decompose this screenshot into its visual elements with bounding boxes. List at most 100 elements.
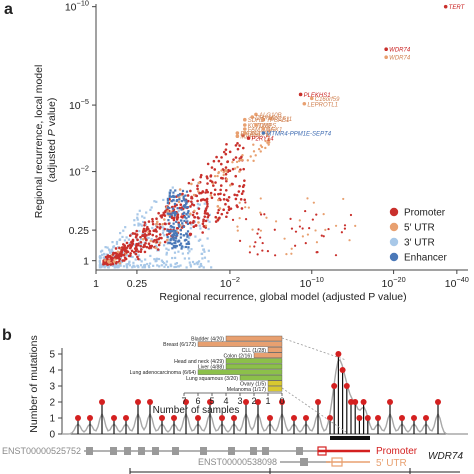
point-promoter [217, 159, 221, 163]
point-label: PCF11 [274, 117, 292, 123]
point-sparse [236, 229, 239, 232]
point-3utr [128, 242, 131, 245]
point-5utr [264, 146, 267, 150]
point-enhancer [183, 199, 186, 202]
point-promoter [212, 159, 216, 163]
point-promoter [205, 188, 208, 192]
point-promoter [165, 238, 169, 242]
point-promoter [197, 190, 200, 193]
point-promoter [129, 245, 133, 249]
point-sparse [315, 213, 318, 216]
lollipop-head [231, 415, 237, 421]
point-3utr [188, 250, 191, 253]
point-promoter [189, 205, 192, 208]
point-5utr [249, 155, 252, 158]
point-enhancer [171, 207, 174, 210]
inset-bar-chart: Bladder (4/20)Breast (6/172) CLL (1/28)Co… [130, 335, 347, 433]
point-promoter [204, 219, 208, 223]
lollipop-head [423, 415, 429, 421]
point-enhancer [174, 237, 178, 240]
point-3utr [202, 248, 206, 251]
point-promoter [166, 208, 169, 211]
point-enhancer [167, 241, 170, 244]
point-promoter [163, 227, 167, 231]
inset-bar [197, 369, 283, 375]
point-3utr [203, 202, 206, 205]
point-enhancer [183, 234, 186, 237]
x-tick-label: 0.25 [127, 278, 148, 290]
point-enhancer [183, 216, 187, 219]
point-sparse [306, 197, 309, 200]
point-3utr [126, 254, 129, 257]
point-3utr [181, 223, 184, 226]
point-3utr [162, 226, 165, 229]
point-3utr [169, 263, 172, 266]
point-3utr [146, 262, 149, 266]
point-promoter [206, 202, 209, 206]
point-promoter [218, 207, 222, 210]
point-3utr [162, 198, 165, 202]
point-3utr [173, 251, 177, 254]
point-enhancer [186, 211, 190, 214]
point-enhancer [173, 233, 176, 237]
point-3utr [193, 262, 196, 266]
point-promoter [234, 144, 238, 147]
point-5utr [236, 165, 239, 169]
point-sparse [343, 227, 346, 230]
point-promoter [176, 213, 180, 217]
point-promoter [224, 148, 228, 151]
point-enhancer [173, 212, 176, 215]
point-label: KCTD10 [248, 124, 272, 130]
point-enhancer [170, 242, 173, 245]
point-promoter [158, 236, 162, 240]
point-promoter [120, 251, 123, 254]
point-promoter [202, 225, 206, 228]
point-promoter [206, 182, 209, 185]
point-3utr [133, 219, 136, 222]
point-label: EIF4A2 [240, 132, 261, 138]
point-5utr [266, 132, 269, 136]
point-sparse [298, 219, 301, 222]
panel-label-a: a [4, 1, 13, 18]
point-promoter [129, 252, 132, 255]
point-promoter [193, 215, 196, 219]
point-3utr [116, 264, 119, 267]
point-promoter [151, 220, 154, 223]
point-sparse [247, 206, 250, 209]
point-enhancer [170, 200, 173, 203]
point-promoter [225, 211, 229, 215]
point-3utr [125, 265, 128, 268]
lollipop-head [147, 399, 153, 405]
lollipop-head [356, 415, 363, 421]
point-enhancer [171, 211, 174, 215]
point-sparse [290, 252, 293, 255]
point-promoter [163, 240, 167, 244]
point-5utr [267, 138, 270, 141]
point-3utr [165, 263, 168, 266]
point-sparse [261, 241, 264, 245]
point-promoter [214, 215, 218, 219]
point-promoter [125, 251, 128, 254]
point-promoter [172, 216, 176, 220]
point-3utr [207, 249, 210, 252]
lollipop-head [267, 415, 273, 421]
y-axis-title: Regional recurrence, local model (adjust… [33, 62, 58, 218]
point-enhancer [176, 207, 179, 210]
point-3utr [163, 234, 166, 237]
point-3utr [141, 232, 144, 235]
point-5utr [224, 169, 227, 172]
inset-x-title: Number of samples [153, 405, 240, 416]
point-enhancer [176, 240, 180, 243]
point-promoter [130, 249, 134, 253]
transcript-2-label: ENST00000538098 [198, 457, 277, 467]
point-promoter [102, 260, 105, 264]
lollipop-head [327, 415, 333, 421]
point-sparse [285, 253, 288, 256]
point-3utr [99, 262, 102, 265]
point-enhancer [184, 245, 188, 249]
point-3utr [203, 256, 207, 259]
point-5utr [259, 150, 262, 153]
point-promoter [146, 225, 149, 229]
point-promoter [191, 178, 195, 182]
b-y-tick-label: 4 [49, 366, 55, 377]
